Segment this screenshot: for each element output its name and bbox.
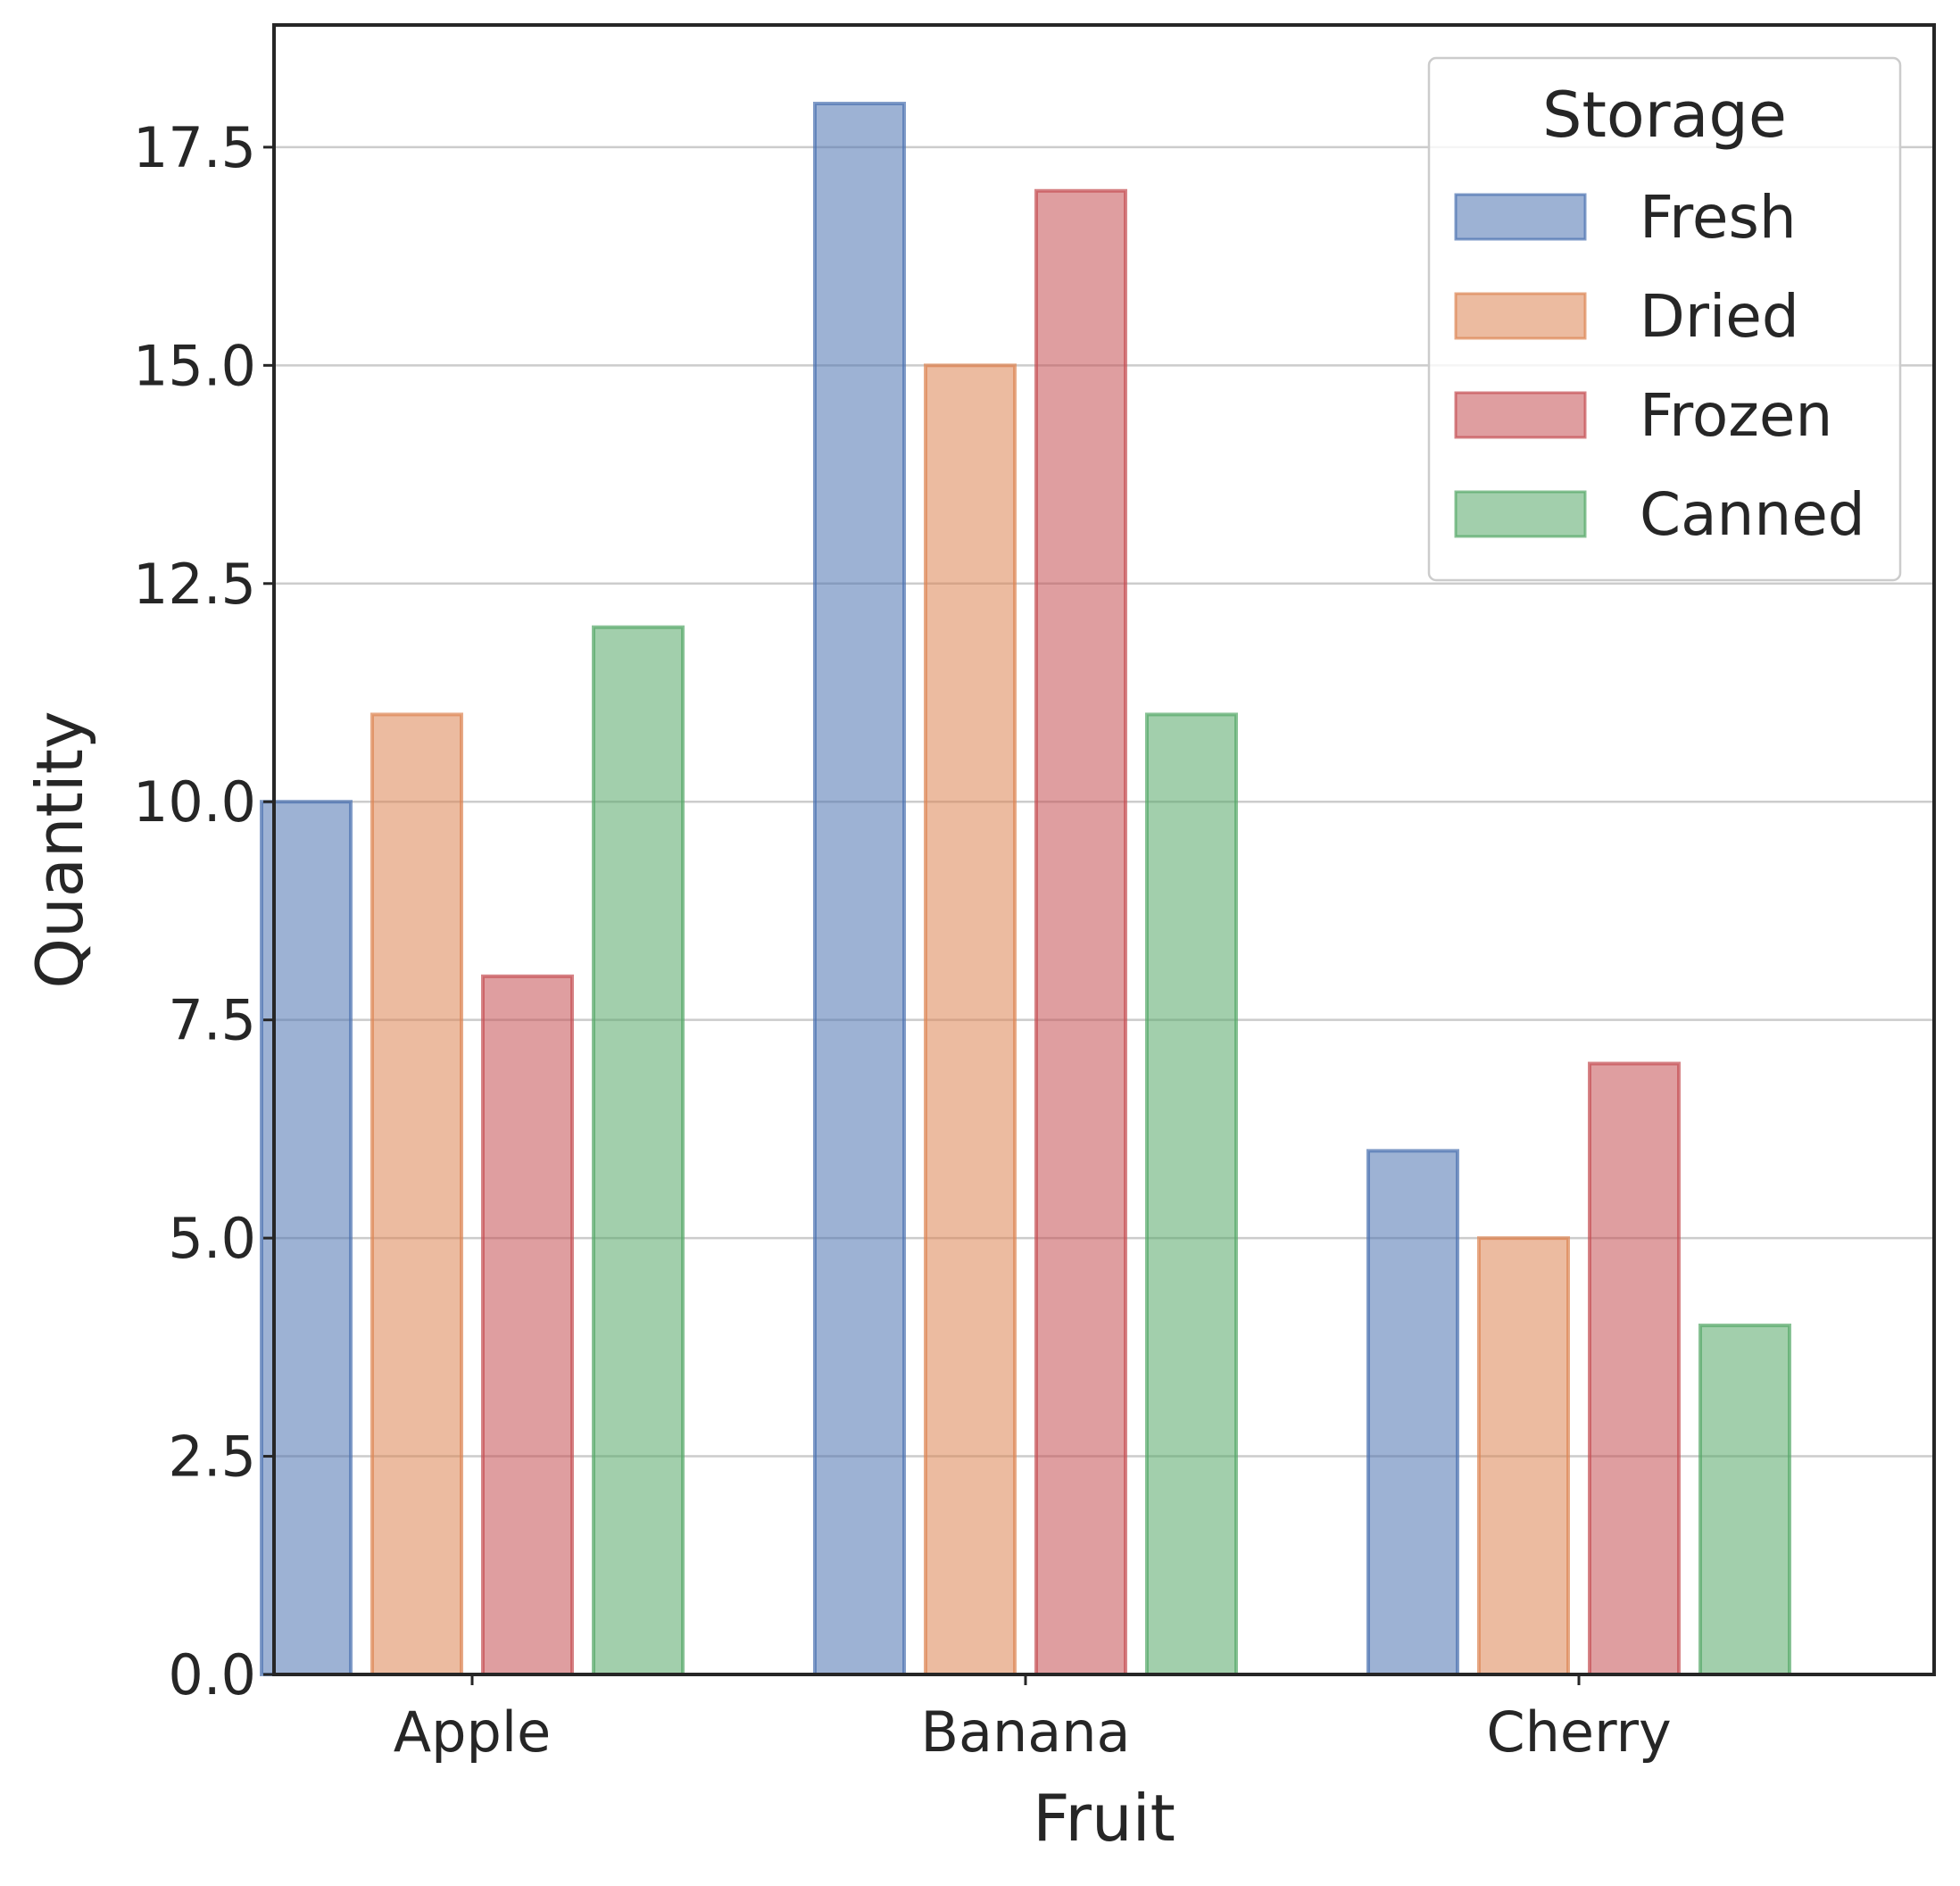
y-tick-label: 5.0 — [168, 1206, 256, 1271]
bar-banana-dried — [924, 363, 1017, 1676]
bar-cherry-fresh — [1366, 1149, 1459, 1677]
legend-swatch-fresh — [1454, 193, 1587, 241]
x-tick-label: Banana — [920, 1699, 1130, 1765]
y-tick-label: 10.0 — [133, 769, 256, 835]
legend-title: Storage — [1542, 79, 1787, 152]
legend-swatch-frozen — [1454, 391, 1587, 439]
x-tick-label: Apple — [394, 1699, 552, 1765]
y-tick-label: 12.5 — [133, 552, 256, 617]
legend: Storage Fresh Dried Frozen Canned — [1427, 56, 1902, 582]
legend-label-dried: Dried — [1640, 282, 1799, 351]
bar-apple-fresh — [260, 800, 353, 1676]
bar-cherry-dried — [1477, 1236, 1570, 1676]
y-tick-label: 7.5 — [168, 988, 256, 1053]
x-tick-label: Cherry — [1486, 1699, 1671, 1765]
bar-banana-frozen — [1034, 188, 1127, 1676]
bar-cherry-canned — [1698, 1323, 1791, 1677]
plot-frame — [272, 23, 1936, 1676]
legend-label-canned: Canned — [1640, 480, 1865, 549]
bar-banana-fresh — [813, 102, 906, 1676]
x-axis-title: Fruit — [1033, 1781, 1175, 1856]
bar-banana-canned — [1145, 712, 1238, 1676]
y-tick-label: 0.0 — [168, 1642, 256, 1707]
axis-ticks: 0.0 2.5 5.0 7.5 10.0 12.5 15.0 17.5 Apple Banana C… — [133, 115, 1672, 1765]
legend-items: Fresh Dried Frozen Canned — [1454, 183, 1865, 549]
legend-swatch-canned — [1454, 490, 1587, 538]
bar-apple-frozen — [481, 974, 574, 1677]
bar-apple-dried — [370, 712, 463, 1676]
y-tick-label: 15.0 — [133, 333, 256, 398]
y-axis-title: Quantity — [22, 710, 97, 988]
legend-label-fresh: Fresh — [1640, 183, 1797, 252]
legend-swatch-dried — [1454, 292, 1587, 340]
y-tick-label: 17.5 — [133, 115, 256, 180]
legend-label-frozen: Frozen — [1640, 381, 1832, 450]
bar-cherry-frozen — [1588, 1061, 1681, 1676]
bar-apple-canned — [592, 625, 685, 1677]
legend-box — [1427, 56, 1902, 582]
y-tick-label: 2.5 — [168, 1425, 256, 1490]
